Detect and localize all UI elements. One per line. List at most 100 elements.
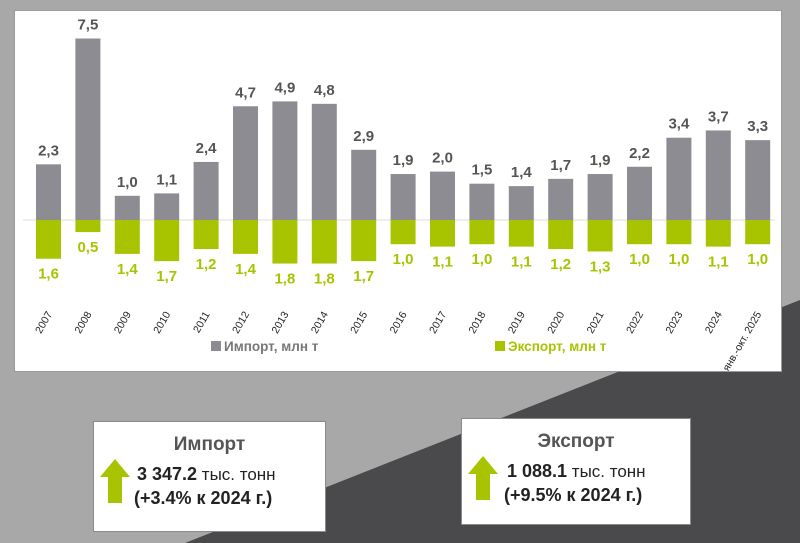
export-data-label: 1,0 bbox=[629, 251, 650, 268]
export-bar bbox=[272, 220, 298, 264]
import-bar bbox=[114, 195, 140, 220]
import-bar bbox=[311, 103, 337, 220]
chart-panel: 2,3 1,6 2007 7,5 0,5 2008 1,0 1,4 2009 1,1 1,7 2010… bbox=[14, 10, 782, 372]
export-data-label: 0,5 bbox=[77, 239, 98, 256]
import-data-label: 1,0 bbox=[117, 174, 138, 191]
bar-chart: 2,3 1,6 2007 7,5 0,5 2008 1,0 1,4 2009 1,1 1,7 2010… bbox=[23, 17, 775, 371]
import-bar bbox=[193, 161, 219, 220]
export-bar bbox=[508, 220, 534, 247]
import-bar bbox=[548, 178, 574, 220]
import-data-label: 1,1 bbox=[156, 171, 177, 188]
legend-label-import: Импорт, млн т bbox=[224, 339, 319, 354]
x-tick-label: 2018 bbox=[466, 309, 488, 335]
x-tick-label: 2015 bbox=[348, 309, 370, 335]
export-data-label: 1,8 bbox=[274, 271, 295, 288]
x-tick-label: 2020 bbox=[545, 309, 567, 335]
import-data-label: 4,9 bbox=[274, 79, 295, 96]
export-data-label: 1,2 bbox=[550, 256, 571, 273]
export-bar bbox=[666, 220, 692, 245]
export-bar bbox=[114, 220, 140, 254]
import-bar bbox=[666, 137, 692, 220]
export-summary-value-line: 1 088.1 тыс. тонн bbox=[507, 461, 646, 482]
import-data-label: 3,4 bbox=[668, 116, 690, 133]
x-tick-label: 2022 bbox=[624, 309, 646, 335]
import-data-label: 2,3 bbox=[38, 142, 59, 159]
export-data-label: 1,0 bbox=[393, 251, 414, 268]
import-data-label: 1,9 bbox=[590, 152, 611, 169]
import-bar bbox=[390, 174, 416, 220]
export-bar bbox=[193, 220, 219, 250]
import-data-label: 1,7 bbox=[550, 157, 571, 174]
import-data-label: 2,0 bbox=[432, 150, 453, 167]
export-summary-unit: тыс. тонн bbox=[571, 462, 646, 481]
import-data-label: 2,4 bbox=[196, 140, 218, 157]
export-bar bbox=[36, 220, 61, 259]
x-tick-label: 2019 bbox=[506, 309, 528, 335]
legend-label-export: Экспорт, млн т bbox=[508, 339, 607, 354]
import-summary-title: Импорт bbox=[173, 434, 246, 455]
export-data-label: 1,1 bbox=[708, 254, 729, 271]
import-data-label: 1,4 bbox=[511, 164, 533, 181]
import-bar bbox=[745, 140, 771, 220]
x-tick-label: янв.-окт. 2025 bbox=[720, 309, 764, 371]
import-bar bbox=[154, 193, 180, 220]
export-bar bbox=[233, 220, 258, 254]
export-summary-change: (+9.5% к 2024 г.) bbox=[504, 485, 643, 505]
import-data-label: 4,8 bbox=[314, 82, 335, 99]
export-summary-title: Экспорт bbox=[537, 431, 615, 452]
import-data-label: 1,9 bbox=[393, 152, 414, 169]
up-arrow-icon bbox=[100, 459, 130, 503]
import-data-label: 7,5 bbox=[77, 17, 98, 34]
export-bar bbox=[390, 220, 416, 245]
export-bar bbox=[705, 220, 731, 247]
import-data-label: 2,9 bbox=[353, 128, 374, 145]
import-bar bbox=[233, 106, 258, 220]
x-tick-label: 2007 bbox=[33, 309, 55, 335]
export-data-label: 1,6 bbox=[38, 266, 59, 283]
x-tick-label: 2016 bbox=[388, 309, 410, 335]
x-tick-label: 2008 bbox=[72, 309, 94, 335]
import-data-label: 3,7 bbox=[708, 108, 729, 125]
export-data-label: 1,2 bbox=[196, 256, 217, 273]
import-bar bbox=[627, 166, 652, 220]
export-bar bbox=[311, 220, 337, 264]
export-bar bbox=[627, 220, 652, 245]
import-summary-value: 3 347.2 bbox=[137, 464, 198, 484]
import-bar bbox=[587, 174, 613, 220]
export-data-label: 1,1 bbox=[432, 254, 453, 271]
legend-swatch-export bbox=[495, 341, 505, 351]
import-data-label: 3,3 bbox=[747, 118, 768, 135]
export-bar bbox=[587, 220, 613, 252]
import-bar bbox=[75, 38, 101, 220]
legend-swatch-import bbox=[211, 341, 221, 351]
export-bar bbox=[154, 220, 180, 262]
export-bar bbox=[469, 220, 495, 245]
x-tick-label: 2010 bbox=[151, 309, 173, 335]
x-tick-label: 2012 bbox=[230, 309, 252, 335]
export-data-label: 1,7 bbox=[156, 268, 177, 285]
import-bar bbox=[351, 149, 377, 220]
x-tick-label: 2011 bbox=[191, 309, 213, 335]
x-tick-label: 2024 bbox=[703, 309, 725, 335]
export-data-label: 1,0 bbox=[471, 251, 492, 268]
x-tick-label: 2023 bbox=[663, 309, 685, 335]
x-tick-label: 2021 bbox=[585, 309, 607, 335]
up-arrow-icon bbox=[468, 456, 498, 500]
export-data-label: 1,0 bbox=[747, 251, 768, 268]
export-data-label: 1,8 bbox=[314, 271, 335, 288]
x-tick-label: 2013 bbox=[269, 309, 291, 335]
export-data-label: 1,7 bbox=[353, 268, 374, 285]
export-bar bbox=[548, 220, 574, 250]
export-data-label: 1,3 bbox=[590, 258, 611, 275]
export-data-label: 1,4 bbox=[117, 261, 139, 278]
x-tick-label: 2014 bbox=[309, 309, 331, 335]
import-data-label: 1,5 bbox=[471, 162, 492, 179]
import-data-label: 4,7 bbox=[235, 84, 256, 101]
import-bar bbox=[508, 186, 534, 220]
export-data-label: 1,0 bbox=[668, 251, 689, 268]
import-bar bbox=[272, 101, 298, 220]
export-bar bbox=[351, 220, 377, 262]
import-summary-value-line: 3 347.2 тыс. тонн bbox=[137, 464, 276, 485]
import-summary-unit: тыс. тонн bbox=[201, 465, 276, 484]
import-data-label: 2,2 bbox=[629, 145, 650, 162]
